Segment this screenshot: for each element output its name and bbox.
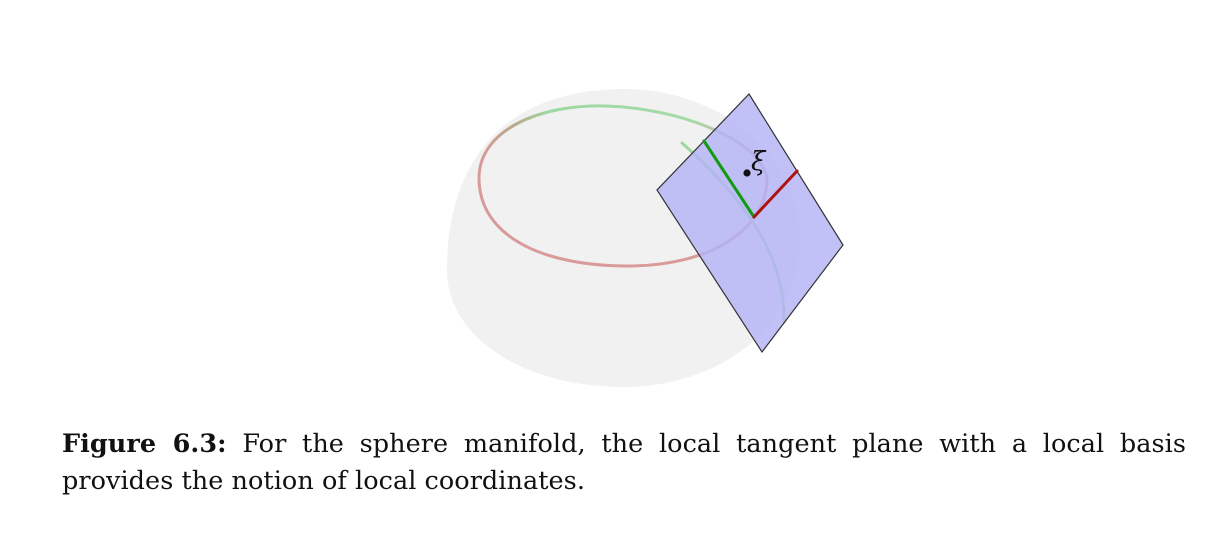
point-xi-label: ξ — [751, 147, 767, 177]
basis-vector-red — [752, 169, 799, 219]
figure-caption: Figure 6.3: For the sphere manifold, the… — [62, 426, 1186, 500]
point-xi — [743, 169, 751, 177]
basis-vector-green — [702, 139, 756, 219]
caption-text: For the sphere manifold, the local tange… — [62, 429, 1187, 496]
caption-label: Figure 6.3: — [62, 429, 227, 459]
sphere-tangent-plane-figure: ξ — [447, 89, 844, 387]
tangent-plane — [656, 93, 844, 354]
